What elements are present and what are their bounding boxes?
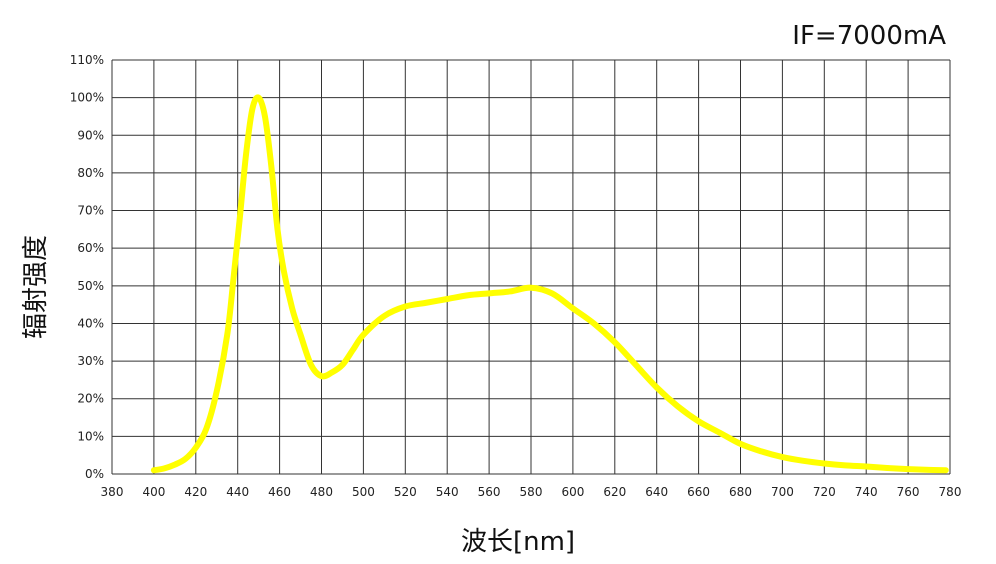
- x-tick-label: 420: [184, 485, 207, 499]
- y-tick-label: 40%: [77, 316, 104, 330]
- spectrum-line: [150, 94, 949, 474]
- current-annotation: IF=7000mA: [792, 21, 946, 51]
- x-tick-label: 640: [645, 485, 668, 499]
- x-tick-label: 500: [352, 485, 375, 499]
- x-tick-label: 700: [771, 485, 794, 499]
- y-tick-label: 80%: [77, 166, 104, 180]
- x-tick-label: 720: [813, 485, 836, 499]
- x-tick-label: 580: [520, 485, 543, 499]
- x-tick-label: 540: [436, 485, 459, 499]
- y-tick-label: 100%: [70, 91, 104, 105]
- x-tick-label: 380: [101, 485, 124, 499]
- grid: [111, 59, 951, 475]
- y-tick-label: 90%: [77, 128, 104, 142]
- y-tick-label: 110%: [70, 53, 104, 67]
- y-tick-label: 70%: [77, 204, 104, 218]
- y-tick-label: 0%: [85, 467, 104, 481]
- x-axis-ticks: 380 400 420 440 460 480 500 520 540 560 580 600 620 6…: [101, 485, 962, 499]
- x-tick-label: 560: [478, 485, 501, 499]
- x-tick-label: 740: [855, 485, 878, 499]
- y-tick-label: 10%: [77, 429, 104, 443]
- y-tick-label: 60%: [77, 241, 104, 255]
- y-tick-label: 30%: [77, 354, 104, 368]
- x-tick-label: 460: [268, 485, 291, 499]
- x-tick-label: 760: [897, 485, 920, 499]
- y-axis-title: 辐射强度: [21, 235, 51, 339]
- x-axis-title: 波长[nm]: [461, 527, 575, 557]
- x-tick-label: 780: [939, 485, 962, 499]
- x-tick-label: 440: [226, 485, 249, 499]
- x-tick-label: 520: [394, 485, 417, 499]
- x-tick-label: 600: [561, 485, 584, 499]
- y-tick-label: 50%: [77, 279, 104, 293]
- x-tick-label: 400: [142, 485, 165, 499]
- x-tick-label: 480: [310, 485, 333, 499]
- x-tick-label: 680: [729, 485, 752, 499]
- series-layer: [150, 94, 949, 474]
- x-tick-label: 620: [603, 485, 626, 499]
- y-tick-label: 20%: [77, 392, 104, 406]
- y-axis-ticks: 0% 10% 20% 30% 40% 50% 60% 70% 80% 90% 100% 110%: [70, 53, 104, 481]
- x-tick-label: 660: [687, 485, 710, 499]
